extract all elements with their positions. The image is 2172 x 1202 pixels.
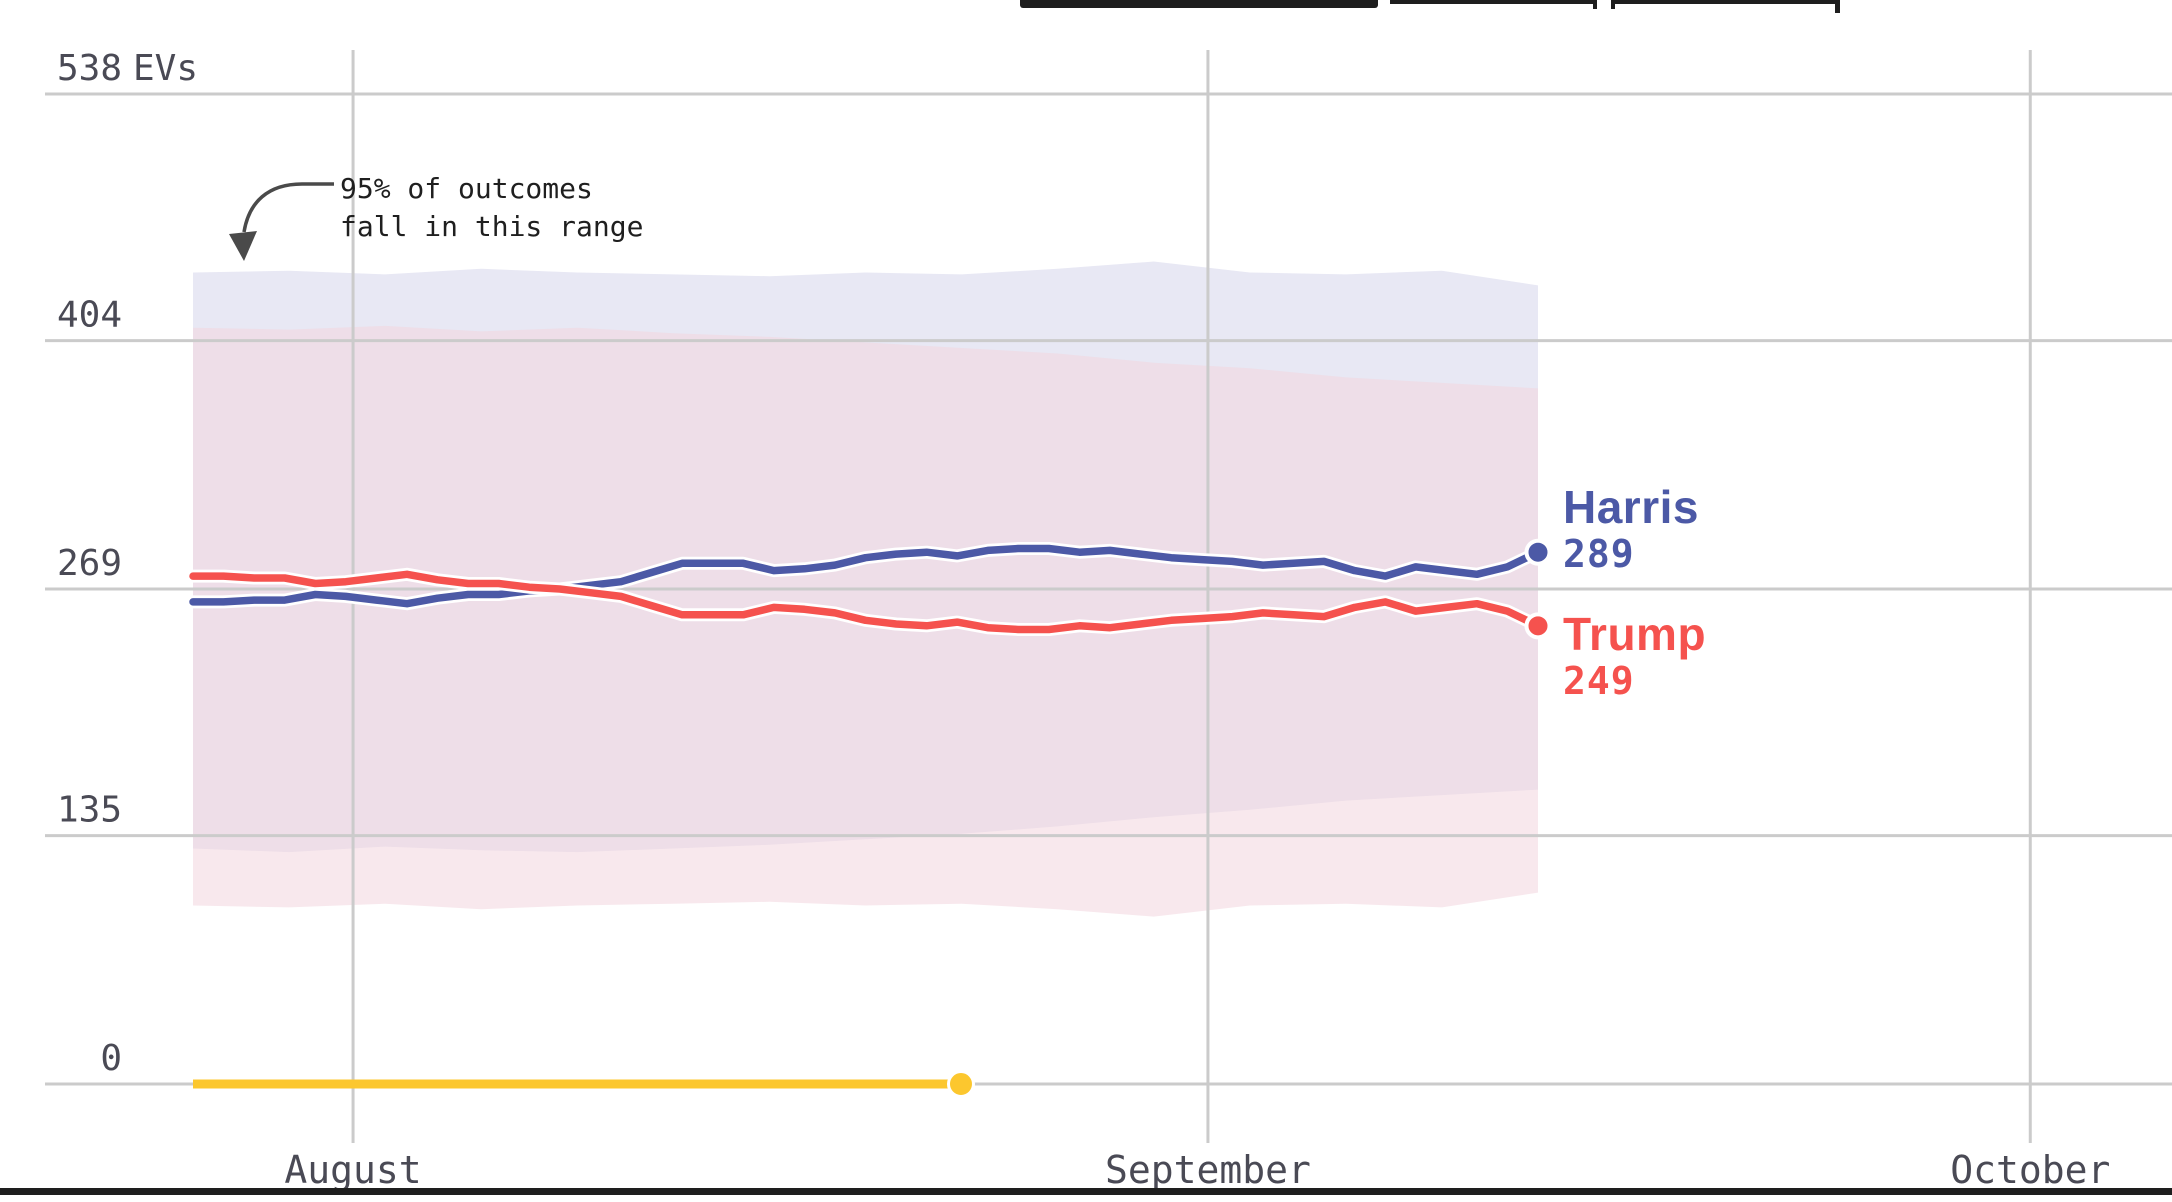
gridlines — [45, 50, 2172, 1143]
harris-ev-value: 289 — [1563, 532, 1635, 576]
axis-labels: 538 EVs 404 269 135 0 August September October — [57, 48, 2110, 1192]
harris-label: Harris — [1563, 481, 1699, 533]
y-tick-label: 538 — [57, 48, 122, 89]
toolbar-button-fragment-2-edge — [1593, 0, 1597, 9]
trump-label: Trump — [1563, 608, 1707, 660]
trump-end-dot — [1524, 612, 1552, 640]
ev-series — [186, 538, 1552, 640]
harris-end-dot — [1524, 538, 1552, 566]
progress-dot — [946, 1070, 975, 1098]
y-axis-unit: EVs — [133, 48, 198, 89]
y-tick-label: 404 — [57, 295, 122, 336]
timeline-progress — [193, 1070, 975, 1098]
toolbar-button-fragment-3-edge-left — [1611, 0, 1615, 9]
month-label-september: September — [1105, 1148, 1311, 1192]
y-tick-label: 135 — [57, 790, 122, 831]
toolbar-button-fragment-selected[interactable] — [1020, 0, 1378, 8]
month-label-august: August — [284, 1148, 421, 1192]
section-divider-rule — [0, 1188, 2172, 1195]
toolbar-button-fragment-2[interactable] — [1390, 0, 1597, 4]
y-tick-label: 0 — [100, 1038, 122, 1079]
band-annotation-line2: fall in this range — [340, 210, 644, 243]
harris-line — [189, 544, 1542, 608]
trump-ev-value: 249 — [1563, 659, 1635, 703]
trump-line — [189, 570, 1542, 634]
annotation-arrow — [229, 182, 334, 261]
y-tick-label: 269 — [57, 543, 122, 584]
toolbar-button-fragment-3-edge-right — [1835, 0, 1840, 13]
month-label-october: October — [1950, 1148, 2110, 1192]
toolbar-button-fragment-3[interactable] — [1611, 0, 1835, 4]
annotation-arrowhead — [229, 231, 257, 261]
band-annotation-line1: 95% of outcomes — [340, 172, 593, 205]
annotation-arrow-shaft — [242, 182, 334, 233]
band-annotation: 95% of outcomes fall in this range — [340, 170, 643, 246]
